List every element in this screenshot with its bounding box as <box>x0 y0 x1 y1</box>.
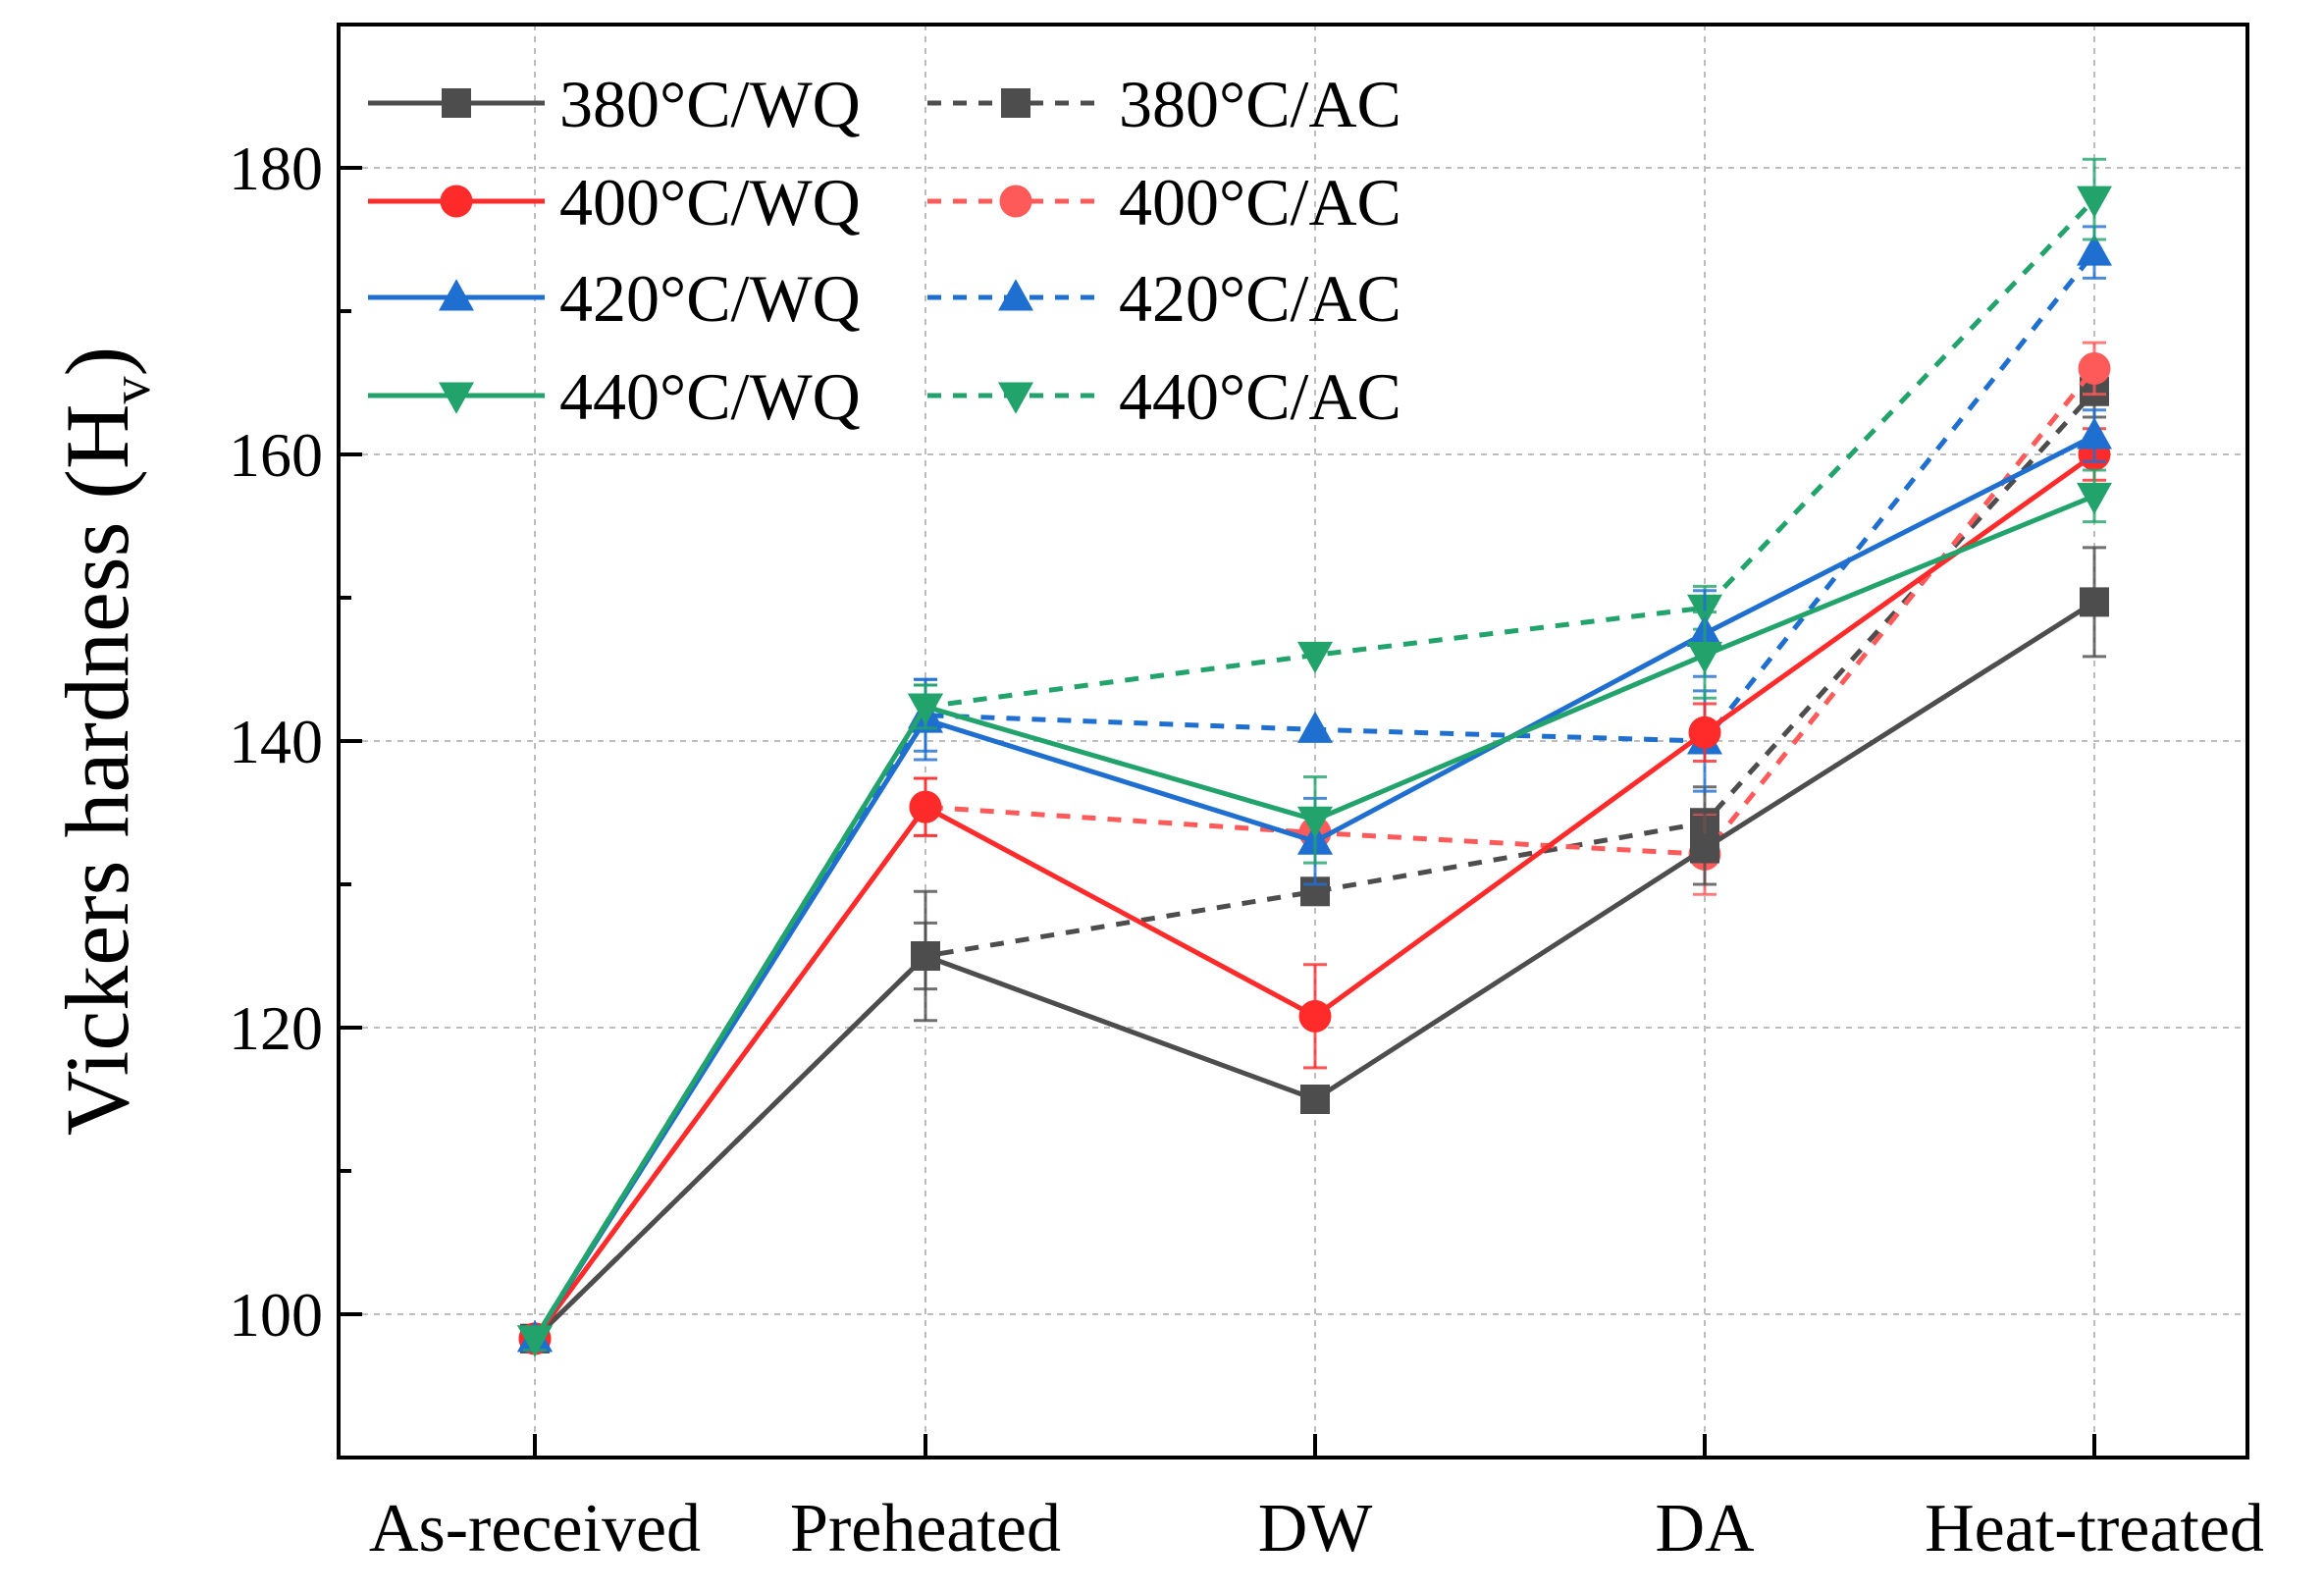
x-tick-label: DA <box>1655 1491 1755 1566</box>
triangle-marker <box>998 279 1033 311</box>
x-tick-label: As-received <box>369 1491 701 1566</box>
triangle-marker <box>1297 711 1333 743</box>
x-tick-label: Preheated <box>790 1491 1061 1566</box>
circle-marker <box>999 185 1032 218</box>
triangle-down-marker <box>1297 806 1333 839</box>
triangle-down-marker <box>517 1325 553 1357</box>
legend-label: 380°C/AC <box>1119 67 1401 141</box>
y-tick-label: 120 <box>229 993 323 1063</box>
triangle-down-marker <box>1297 641 1333 674</box>
y-tick-label: 180 <box>229 133 323 203</box>
x-tick-label: DW <box>1258 1491 1373 1566</box>
grid-layer <box>339 25 2247 1458</box>
square-marker <box>442 88 471 118</box>
legend-item: 400°C/WQ <box>368 165 861 239</box>
series-420°C/WQ <box>517 408 2112 1353</box>
triangle-down-marker <box>2077 482 2112 515</box>
triangle-marker <box>439 279 474 311</box>
legend-label: 380°C/WQ <box>559 67 861 141</box>
square-marker <box>911 941 940 971</box>
triangle-down-marker <box>439 382 474 414</box>
axis-layer: 100 120 140 160 180 As-received Preheated DW DA H… <box>229 23 2264 1566</box>
triangle-down-marker <box>1687 641 1722 674</box>
y-tick-label: 100 <box>229 1280 323 1350</box>
circle-marker <box>1688 716 1721 749</box>
legend-label: 440°C/AC <box>1119 359 1401 434</box>
legend-label: 420°C/WQ <box>559 261 861 336</box>
y-tick-label: 140 <box>229 707 323 776</box>
series-layer <box>517 157 2112 1357</box>
triangle-marker <box>2077 417 2112 450</box>
legend-label: 400°C/WQ <box>559 165 861 239</box>
legend-item: 440°C/AC <box>927 359 1401 434</box>
circle-marker <box>2078 351 2111 385</box>
triangle-marker <box>2077 234 2112 266</box>
legend-item: 420°C/WQ <box>368 261 861 336</box>
square-marker <box>1300 1085 1330 1114</box>
legend-item: 440°C/WQ <box>368 359 861 434</box>
triangle-down-marker <box>998 382 1033 414</box>
legend: 380°C/WQ 400°C/WQ 420°C/WQ 440°C/WQ 380°C/AC… <box>368 67 1401 434</box>
y-tick-label: 160 <box>229 420 323 490</box>
circle-marker <box>1298 999 1332 1033</box>
legend-label: 400°C/AC <box>1119 165 1401 239</box>
x-tick-label: Heat-treated <box>1925 1491 2264 1566</box>
legend-item: 380°C/WQ <box>368 67 861 141</box>
legend-label: 440°C/WQ <box>559 359 861 434</box>
circle-marker <box>440 185 473 218</box>
legend-item: 380°C/AC <box>927 67 1401 141</box>
triangle-down-marker <box>908 693 943 725</box>
circle-marker <box>909 790 942 823</box>
legend-item: 420°C/AC <box>927 261 1401 336</box>
legend-label: 420°C/AC <box>1119 261 1401 336</box>
legend-item: 400°C/AC <box>927 165 1401 239</box>
series-440°C/WQ <box>517 468 2112 1357</box>
square-marker <box>2080 587 2109 617</box>
square-marker <box>1001 88 1030 118</box>
y-axis-label: Vickers hardness (Hv) <box>47 346 162 1136</box>
triangle-down-marker <box>2077 186 2112 218</box>
square-marker <box>1690 833 1719 864</box>
